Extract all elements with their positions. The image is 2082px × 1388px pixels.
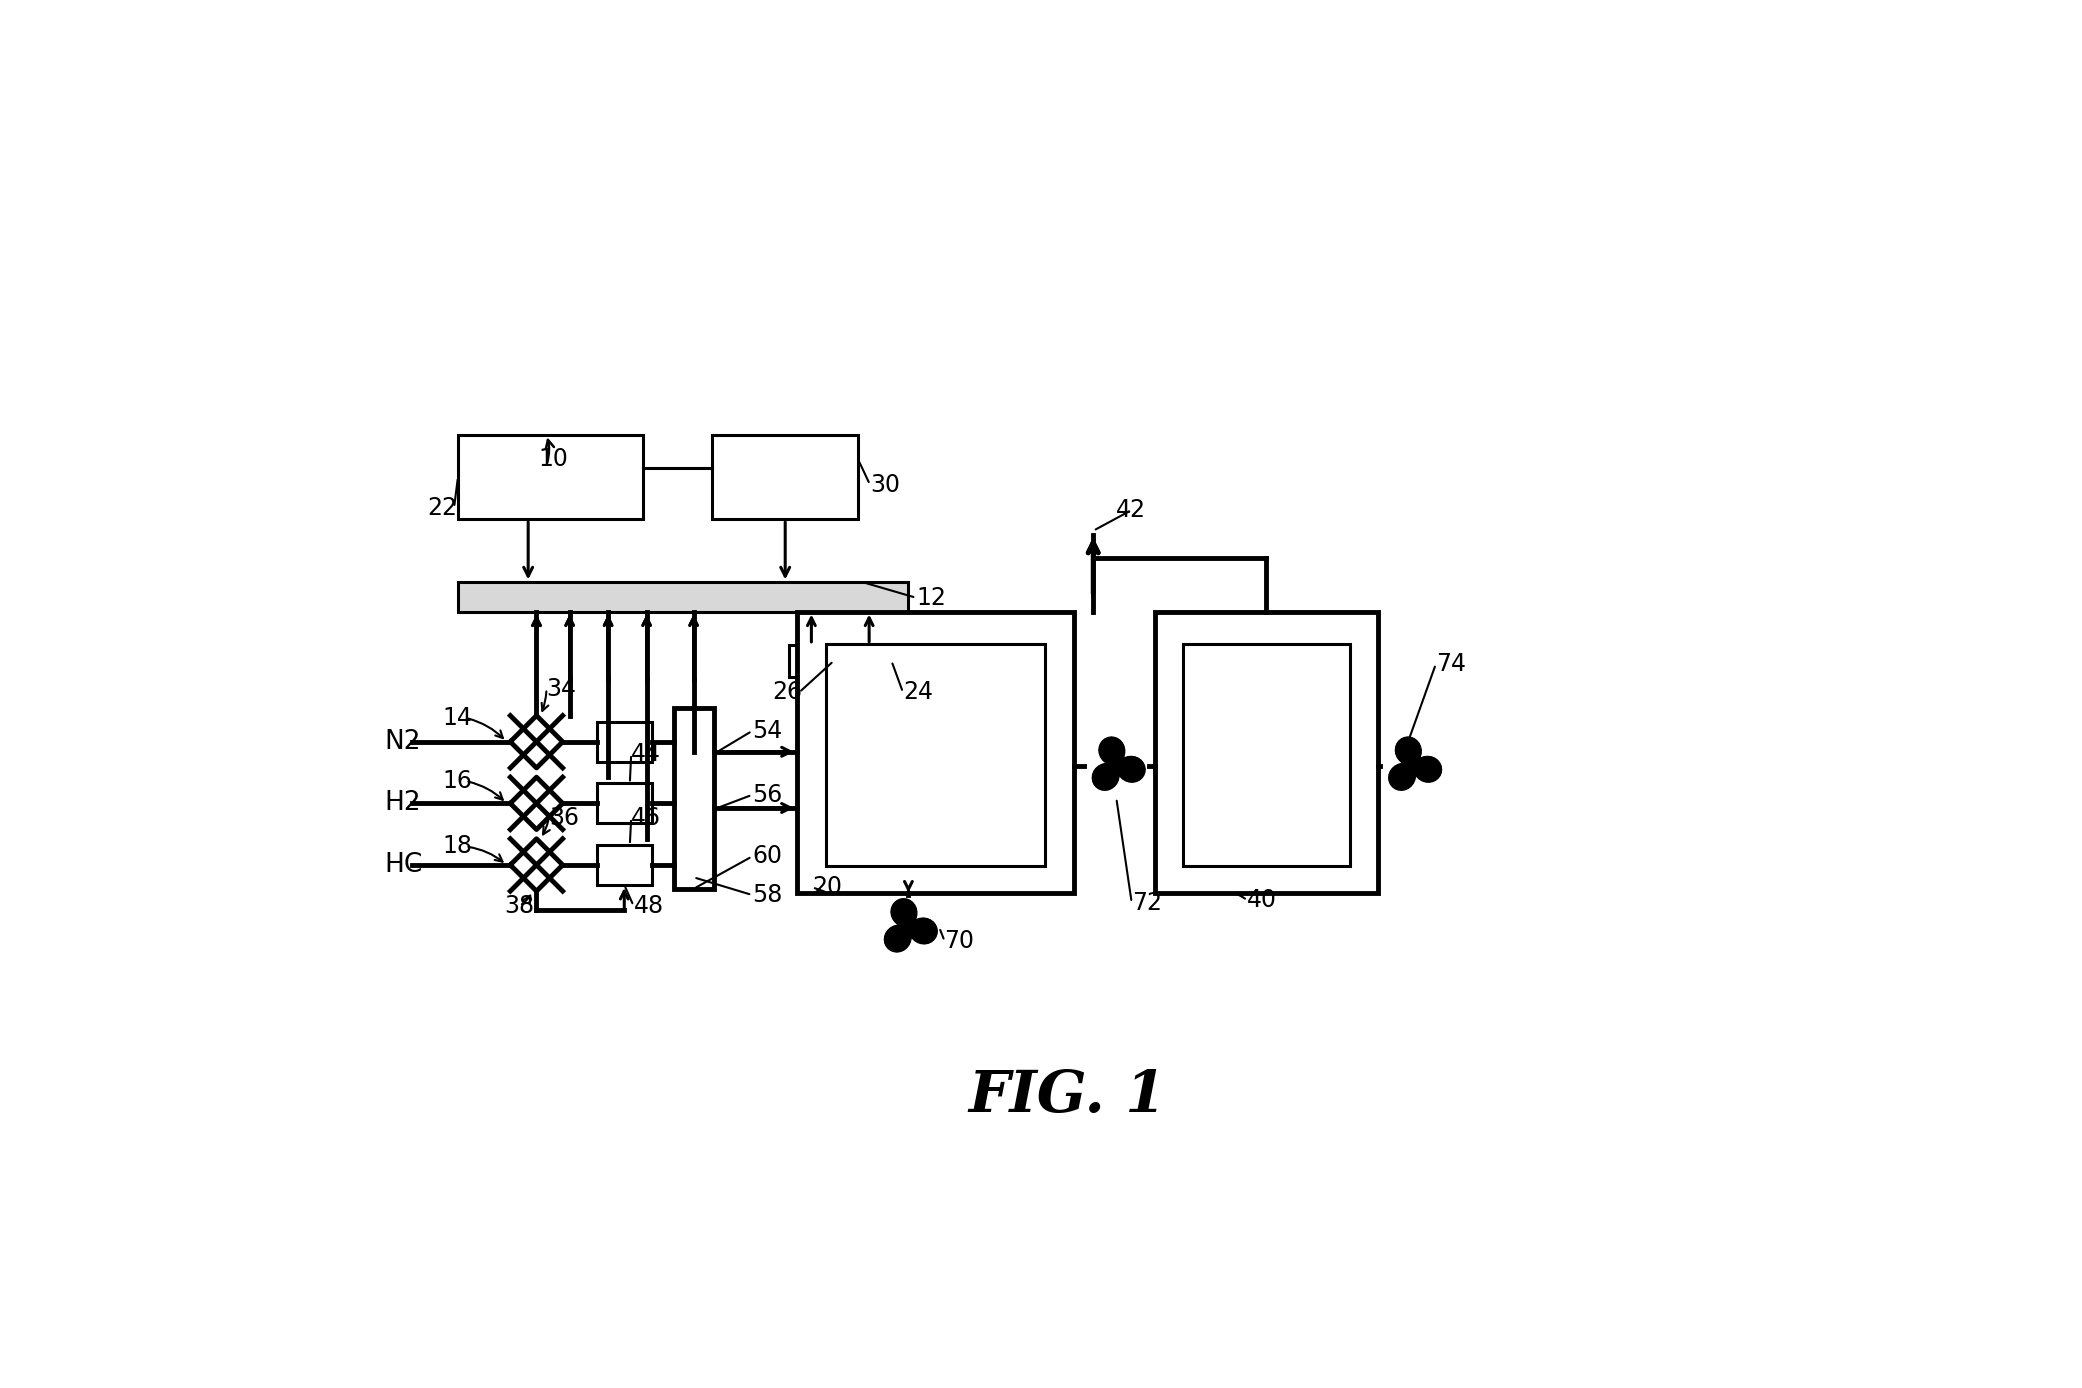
Text: 70: 70 [945, 929, 974, 954]
Polygon shape [1116, 756, 1145, 783]
Polygon shape [891, 899, 916, 927]
Text: 44: 44 [631, 743, 662, 766]
Text: H2: H2 [385, 790, 421, 816]
Bar [789, 645, 833, 677]
Text: 16: 16 [443, 769, 473, 793]
Text: 10: 10 [539, 447, 568, 471]
Text: 42: 42 [1116, 498, 1147, 522]
Bar [598, 722, 652, 762]
Polygon shape [908, 917, 937, 944]
Text: 36: 36 [550, 806, 579, 830]
Bar [1156, 612, 1378, 892]
Text: 38: 38 [504, 894, 535, 917]
Text: 30: 30 [870, 472, 899, 497]
Bar [827, 644, 1045, 866]
Bar [458, 583, 908, 612]
Bar [797, 612, 1074, 892]
Text: 58: 58 [752, 883, 783, 906]
Text: 56: 56 [752, 783, 783, 806]
Bar [847, 645, 891, 677]
Text: N2: N2 [385, 729, 421, 755]
Bar [458, 434, 643, 519]
Text: 34: 34 [545, 676, 577, 701]
Text: 60: 60 [752, 844, 783, 869]
Polygon shape [1093, 763, 1118, 790]
Polygon shape [1099, 737, 1124, 766]
Text: 74: 74 [1437, 652, 1466, 676]
Bar [1183, 644, 1349, 866]
Text: 24: 24 [904, 680, 933, 705]
Bar [598, 783, 652, 823]
Polygon shape [885, 924, 912, 952]
Text: 40: 40 [1247, 888, 1276, 912]
Polygon shape [1414, 756, 1441, 783]
Text: HC: HC [385, 852, 423, 879]
Bar [598, 845, 652, 886]
Text: 22: 22 [427, 496, 458, 519]
Polygon shape [1395, 737, 1422, 766]
Text: 72: 72 [1133, 891, 1162, 915]
Text: 12: 12 [916, 586, 945, 609]
Text: 54: 54 [752, 719, 783, 743]
Bar [712, 434, 858, 519]
Bar [675, 708, 714, 888]
Text: 48: 48 [633, 894, 664, 917]
Text: 20: 20 [812, 876, 841, 899]
Text: 26: 26 [772, 680, 802, 705]
Text: 18: 18 [443, 834, 473, 858]
Polygon shape [1389, 763, 1416, 790]
Text: 46: 46 [631, 806, 662, 830]
Text: 14: 14 [443, 706, 473, 730]
Text: FIG. 1: FIG. 1 [968, 1069, 1166, 1124]
